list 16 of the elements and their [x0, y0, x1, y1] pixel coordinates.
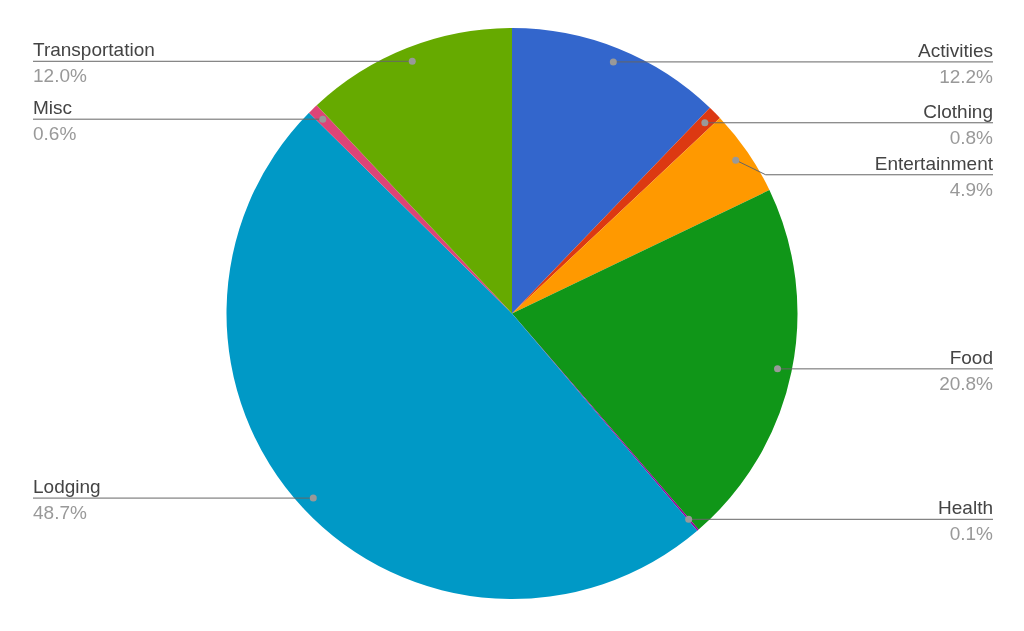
slice-label: Entertainment: [874, 152, 994, 174]
data-label: 12.2%: [939, 65, 994, 87]
slice-label: Health: [938, 497, 993, 519]
slice-label: Clothing: [923, 100, 993, 122]
data-label: 0.6%: [33, 123, 77, 145]
slice-label: Misc: [33, 97, 73, 119]
data-label: 48.7%: [33, 502, 87, 524]
slice-label: Food: [949, 346, 993, 368]
slice-label: Transportation: [33, 39, 155, 61]
data-label: 0.8%: [949, 126, 994, 148]
slice-label: Activities: [918, 39, 993, 61]
data-label: 20.8%: [939, 372, 994, 394]
data-label: 0.1%: [949, 523, 994, 545]
data-label: 12.0%: [33, 65, 87, 87]
slice-label: Lodging: [33, 476, 101, 498]
data-label: 4.9%: [949, 178, 994, 200]
